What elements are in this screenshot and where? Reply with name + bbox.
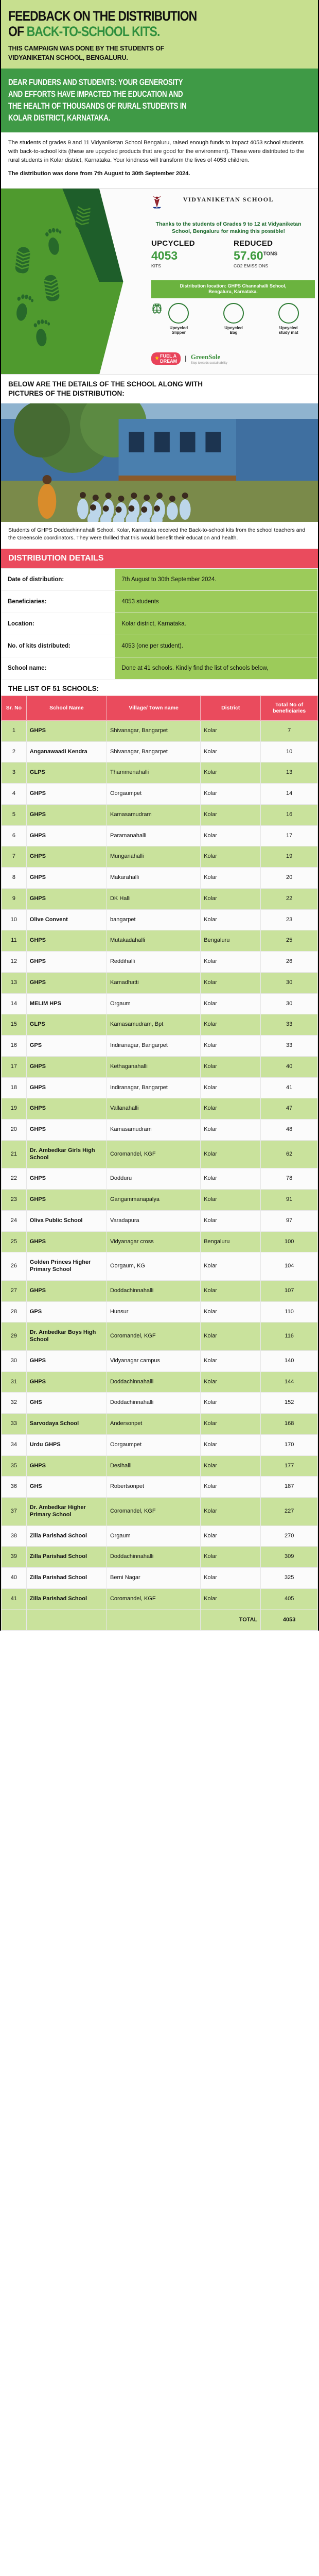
svg-text:N: N (156, 207, 158, 209)
